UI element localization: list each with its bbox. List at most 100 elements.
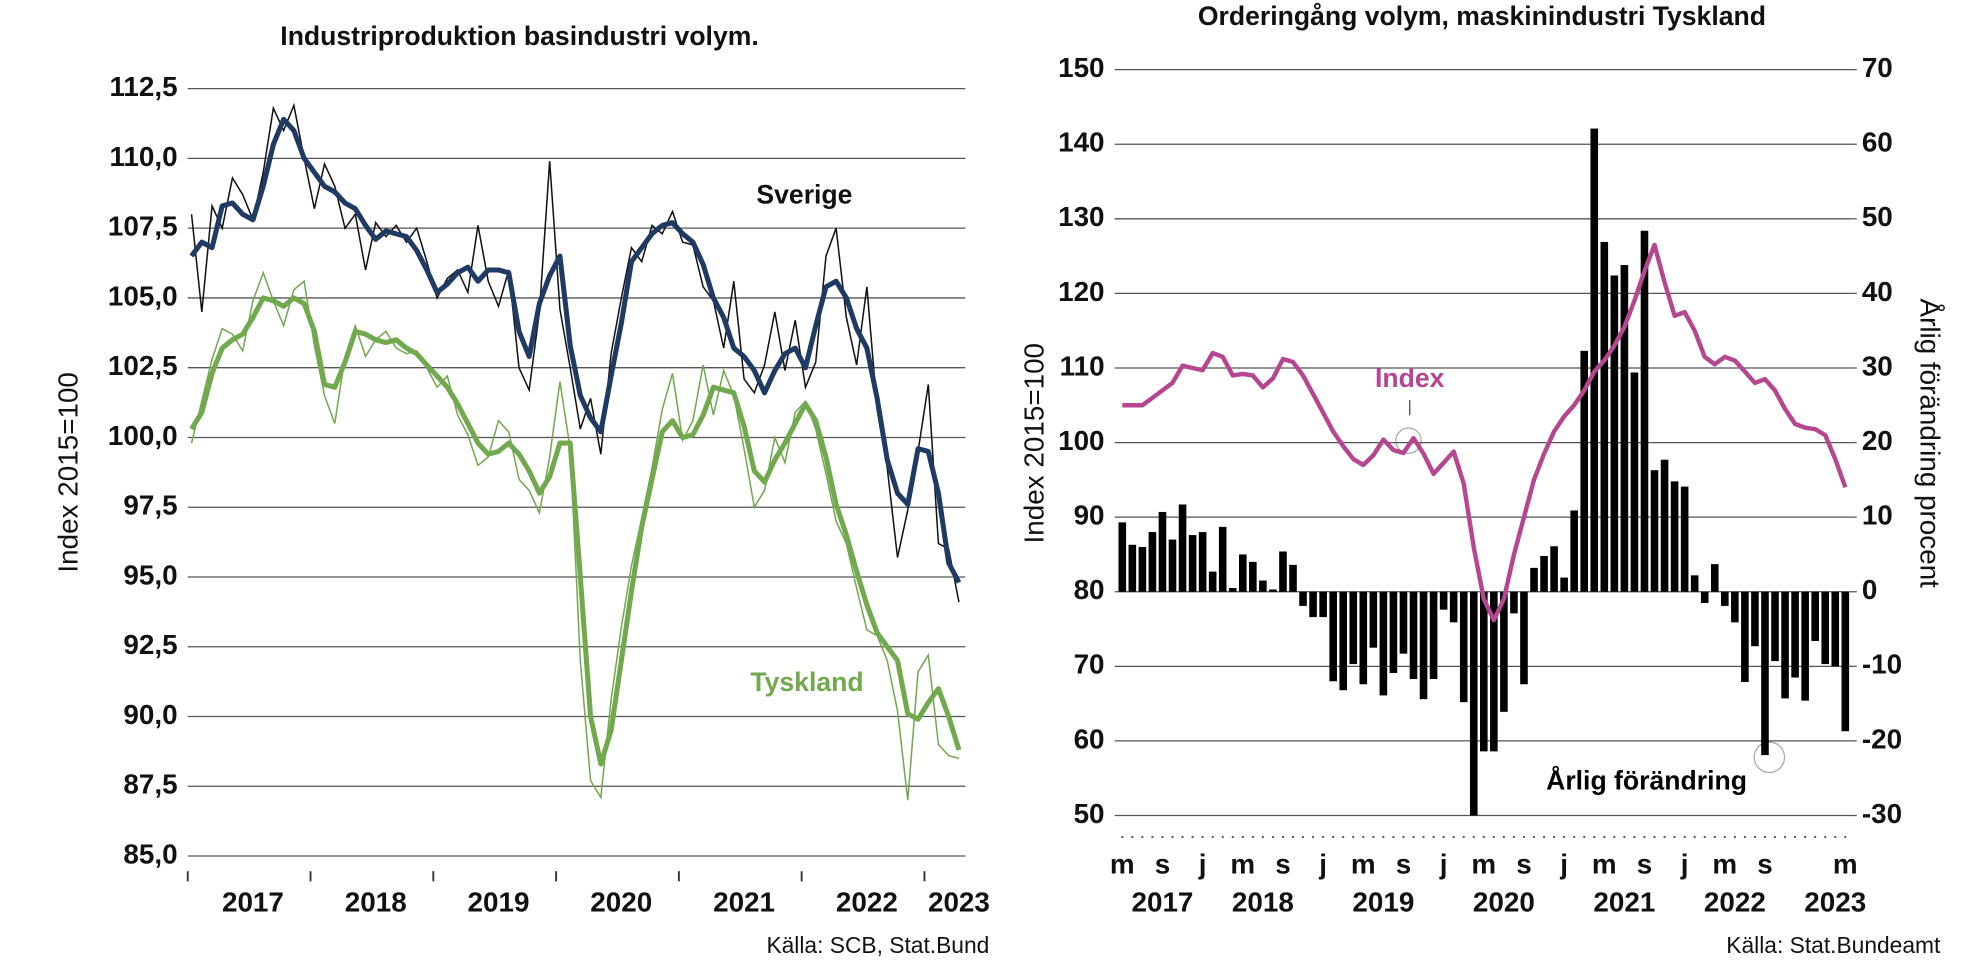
month-dot [1422,835,1425,839]
y2-tick-label: 70 [1862,52,1893,83]
month-dot [1723,835,1726,839]
month-dot [1844,835,1847,839]
source: Källa: Stat.Bundeamt [1726,932,1941,958]
y-tick-label: 50 [1074,798,1105,829]
y2-tick-label: 0 [1862,574,1878,605]
month-dot [1593,835,1596,839]
month-dot [1623,835,1626,839]
series-label: Index [1375,363,1445,393]
month-dot [1121,835,1124,839]
y2-tick-label: 20 [1862,425,1893,456]
bar [1690,575,1699,592]
bar [1319,591,1327,618]
month-dot [1693,835,1696,839]
bar [1429,591,1438,680]
y-tick-label: 110,0 [109,141,177,172]
y2-tick-label: -20 [1862,723,1902,754]
month-dot [1814,835,1817,839]
highlight-circle [1753,741,1786,774]
chart-title: Industriproduktion basindustri volym. [280,21,758,51]
y-tick-label: 107,5 [108,211,178,242]
bar [1670,481,1679,592]
month-dot [1743,835,1747,839]
bar [1249,561,1257,592]
bar [1610,275,1619,592]
y-tick-label: 97,5 [123,490,177,521]
bar [1630,372,1639,592]
month-dot [1141,835,1144,839]
x-tick-label: j [1198,849,1207,880]
x-tick-label: 2019 [468,887,530,918]
month-dot [1311,835,1315,839]
month-dot [1352,835,1355,839]
month-dot [1583,835,1586,839]
month-dot [1362,835,1365,839]
y-tick-label: 87,5 [123,769,177,800]
month-dot [1532,835,1536,839]
bar [1821,591,1830,665]
month-dot [1783,835,1787,839]
bar [1329,591,1337,682]
month-dot [1342,835,1345,839]
x-tick-label: m [1833,849,1858,880]
bar [1208,571,1217,592]
bar [1721,591,1729,606]
month-dot [1161,835,1164,839]
x-tick-label: 2018 [345,887,407,918]
x-tick-label: s [1516,849,1532,880]
bar [1500,591,1508,712]
month-dot [1643,835,1646,839]
bar [1409,591,1418,680]
x-tick-label: s [1637,849,1653,880]
series-label: Årlig förändring [1546,766,1747,796]
month-dot [1733,835,1736,839]
month-dot [1542,835,1546,839]
month-dot [1181,835,1184,839]
bar [1459,591,1468,703]
y2-tick-label: 50 [1862,201,1893,232]
bar [1530,567,1538,592]
month-dot [1301,835,1305,839]
bar [1540,555,1548,592]
bar [1419,591,1428,700]
y-tick-label: 70 [1074,649,1105,680]
month-dot [1442,835,1445,839]
y-tick-label: 85,0 [123,838,177,869]
bar [1269,589,1277,592]
month-dot [1824,835,1827,839]
month-dot [1261,835,1265,839]
month-dot [1241,835,1244,839]
bar [1379,591,1388,696]
trend-line [189,295,962,767]
x-year-label: 2020 [1473,887,1535,918]
x-tick-label: 2020 [590,887,652,918]
bar [1480,591,1488,752]
y2-tick-label: 60 [1862,127,1893,158]
month-dot [1402,835,1405,839]
month-dot [1713,835,1716,839]
bar [1449,591,1458,623]
month-dot [1392,835,1395,839]
bar [1520,591,1528,685]
y-tick-label: 110 [1060,350,1105,381]
bar [1831,591,1840,667]
month-dot [1793,835,1797,839]
month-dot [1492,835,1495,839]
month-dot [1522,835,1526,839]
source: Källa: SCB, Stat.Bund [766,932,989,958]
bar [1198,532,1207,592]
bar [1560,577,1568,592]
y-tick-label: 130 [1058,201,1104,232]
x-tick-label: s [1757,849,1773,880]
x-tick-label: m [1712,849,1737,880]
bar [1309,591,1317,618]
line [1122,242,1848,623]
bar [1620,265,1629,592]
month-dot [1663,835,1666,839]
bar [1811,591,1819,641]
bar [1128,544,1137,592]
bar [1188,535,1197,592]
month-dot [1211,835,1214,839]
bar [1289,564,1297,592]
bar [1741,591,1749,682]
